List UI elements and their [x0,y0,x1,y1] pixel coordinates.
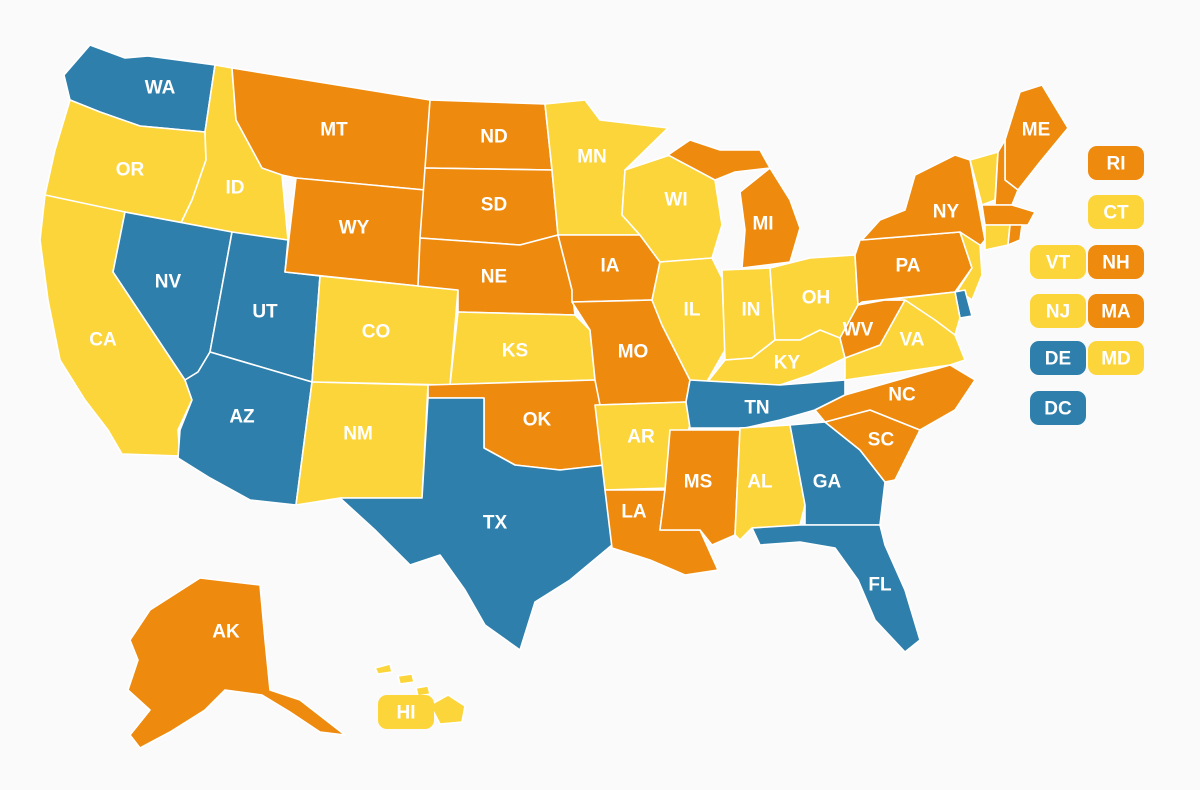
state-label-co: CO [362,322,391,343]
state-label-tx: TX [483,513,508,534]
state-label-la: LA [621,502,647,523]
state-label-wv: WV [843,320,874,341]
state-label-al: AL [747,472,773,493]
small-state-badge-bg [1088,195,1144,229]
state-label-nv: NV [155,272,182,293]
small-state-badge-ct[interactable]: CT [1088,195,1144,229]
small-state-badge-ri[interactable]: RI [1088,146,1144,180]
state-mi[interactable] [739,167,801,269]
state-ma[interactable] [981,204,1036,226]
state-co[interactable] [311,275,459,386]
state-shapes [39,44,1069,749]
state-hi[interactable] [374,663,466,725]
state-labels: WA OR CA ID NV UT AZ MT WY CO NM ND SD NE KS OK TX MN IA MO… [89,78,1051,729]
state-label-ok: OK [523,410,552,431]
state-fl[interactable] [751,524,921,653]
small-state-badge-bg [1088,294,1144,328]
state-nc[interactable] [814,364,976,431]
state-label-nd: ND [480,127,507,148]
state-label-nc: NC [888,385,916,406]
state-label-sc: SC [868,430,895,451]
state-label-ut: UT [252,302,278,323]
state-label-wy: WY [339,218,370,239]
state-ri[interactable] [1007,224,1023,246]
small-state-badge-bg [1030,245,1086,279]
state-label-pa: PA [896,256,921,277]
state-label-ms: MS [684,472,713,493]
small-state-badge-label: MD [1101,349,1131,370]
state-label-ar: AR [627,427,655,448]
small-state-badge-bg [1088,146,1144,180]
small-state-badge-bg [1088,341,1144,375]
small-state-badge-bg [1030,294,1086,328]
small-state-badge-nj[interactable]: NJ [1030,294,1086,328]
state-label-or: OR [116,160,145,181]
small-state-badge-ma[interactable]: MA [1088,294,1144,328]
small-state-badge-label: DC [1044,399,1072,420]
state-tx[interactable] [339,397,613,651]
state-mi-upper[interactable] [667,139,771,181]
small-state-badge-label: CT [1103,203,1129,224]
small-state-badge-label: MA [1101,302,1131,323]
state-label-ny: NY [933,202,960,223]
state-label-az: AZ [229,407,255,428]
state-label-va: VA [900,330,925,351]
state-label-wa: WA [145,78,176,99]
state-label-tn: TN [744,398,769,419]
state-label-il: IL [684,300,701,321]
state-label-in: IN [742,300,761,321]
small-state-badge-dc[interactable]: DC [1030,391,1086,425]
state-label-mt: MT [320,120,348,141]
state-label-hi: HI [378,695,434,729]
state-label-me: ME [1022,120,1051,141]
state-label-ky: KY [774,353,801,374]
state-label-ak: AK [212,622,240,643]
small-state-badge-bg [1030,391,1086,425]
state-ak[interactable] [127,577,346,749]
state-ct[interactable] [984,224,1011,251]
small-state-badge-md[interactable]: MD [1088,341,1144,375]
state-label-oh: OH [802,288,831,309]
state-label-ca: CA [89,330,117,351]
small-state-labels: RI CT VT NH NJ MA DE MD DC [1030,146,1144,425]
small-state-badge-label: NH [1102,253,1129,274]
state-label-mo: MO [618,342,649,363]
state-label-id: ID [226,178,245,199]
small-state-badge-bg [1088,245,1144,279]
state-label-wi: WI [664,190,687,211]
small-state-badge-label: VT [1046,253,1071,274]
small-state-badge-label: RI [1107,154,1126,175]
small-state-badge-vt[interactable]: VT [1030,245,1086,279]
state-label-hi-text: HI [397,703,416,724]
state-label-sd: SD [481,195,507,216]
small-state-badge-de[interactable]: DE [1030,341,1086,375]
state-md[interactable] [884,291,961,336]
small-state-badge-label: NJ [1046,302,1070,323]
state-label-nm: NM [343,424,373,445]
small-state-badge-label: DE [1045,349,1071,370]
state-label-hi-badge [378,695,434,729]
state-label-ga: GA [813,472,842,493]
small-state-badge-nh[interactable]: NH [1088,245,1144,279]
state-label-mn: MN [577,147,607,168]
state-label-ne: NE [481,267,507,288]
state-label-ks: KS [502,341,528,362]
state-label-fl: FL [868,575,892,596]
state-label-ia: IA [601,256,620,277]
state-ky[interactable] [704,329,846,386]
state-nj[interactable] [957,231,983,301]
state-label-mi: MI [752,214,773,235]
small-state-badge-bg [1030,341,1086,375]
